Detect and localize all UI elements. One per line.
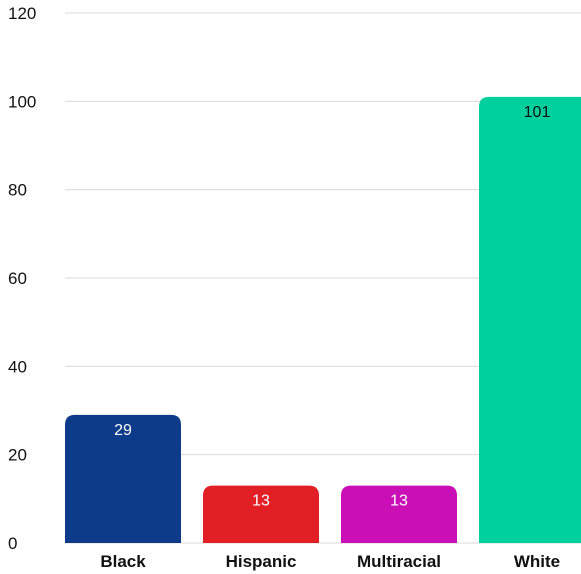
x-category-label-black: Black (100, 552, 146, 571)
y-tick-label: 40 (8, 357, 27, 376)
y-tick-label: 60 (8, 269, 27, 288)
bars (65, 96, 581, 543)
y-tick-label: 120 (8, 4, 36, 23)
y-tick-label: 80 (8, 181, 27, 200)
y-tick-label: 100 (8, 92, 36, 111)
y-tick-label: 20 (8, 446, 27, 465)
x-category-label-multiracial: Multiracial (357, 552, 441, 571)
data-label-multiracial: 13 (390, 493, 408, 510)
data-label-hispanic: 13 (252, 493, 270, 510)
bar-multiracial[interactable] (341, 485, 457, 543)
data-label-white: 101 (524, 104, 551, 121)
x-category-label-hispanic: Hispanic (226, 552, 297, 571)
bar-white[interactable] (479, 96, 581, 543)
y-tick-label: 0 (8, 534, 17, 553)
y-axis-ticks: 0 20 40 60 80 100 120 (8, 4, 36, 553)
x-axis-categories: Black Hispanic Multiracial White (100, 552, 560, 571)
data-labels: 29 13 13 101 (114, 104, 550, 510)
x-category-label-white: White (514, 552, 560, 571)
bar-hispanic[interactable] (203, 485, 319, 543)
data-label-black: 29 (114, 422, 132, 439)
bar-black[interactable] (65, 414, 181, 543)
